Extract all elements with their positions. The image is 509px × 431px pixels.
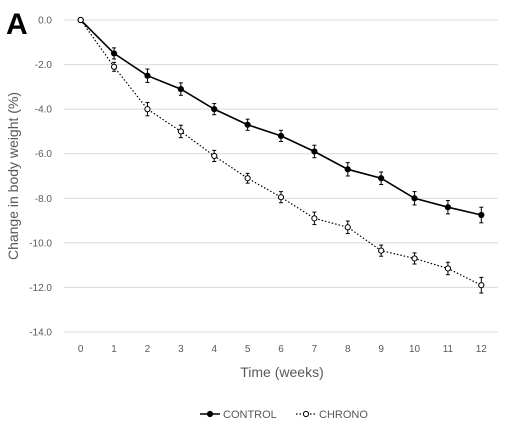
x-tick-label: 2 xyxy=(145,344,151,355)
data-point xyxy=(177,128,184,135)
data-point xyxy=(110,63,118,70)
x-tick-label: 1 xyxy=(111,344,117,355)
x-tick-label: 0 xyxy=(78,344,84,355)
data-point xyxy=(244,175,251,182)
legend-chrono-marker xyxy=(302,410,310,418)
legend-control-label: CONTROL xyxy=(223,409,277,421)
data-point xyxy=(110,50,118,57)
x-tick-label: 10 xyxy=(409,344,421,355)
data-point xyxy=(344,166,351,173)
data-point xyxy=(378,175,385,182)
y-tick-label: -4.0 xyxy=(35,105,53,116)
grid-lines xyxy=(64,19,498,333)
data-point xyxy=(444,204,452,211)
x-tick-labels: 0 1 2 3 4 5 6 7 8 9 10 11 12 xyxy=(78,344,487,355)
x-tick-label: 8 xyxy=(345,344,351,355)
y-tick-label: -10.0 xyxy=(29,238,52,249)
data-point xyxy=(444,265,452,272)
data-point xyxy=(277,132,285,139)
x-tick-label: 4 xyxy=(211,344,217,355)
series-chrono xyxy=(77,16,485,294)
data-point xyxy=(411,255,418,262)
x-tick-label: 3 xyxy=(178,344,184,355)
panel-label: A xyxy=(6,8,28,41)
x-tick-label: 7 xyxy=(312,344,318,355)
y-tick-label: -8.0 xyxy=(35,194,53,205)
data-point xyxy=(378,247,385,254)
data-point xyxy=(144,72,151,79)
y-axis-label: Change in body weight (%) xyxy=(5,92,21,260)
legend-item-chrono: CHRONO xyxy=(296,409,368,421)
data-point xyxy=(478,211,485,219)
data-point xyxy=(411,195,418,202)
data-point xyxy=(311,215,318,222)
y-tick-label: 0.0 xyxy=(38,16,52,27)
x-tick-label: 12 xyxy=(476,344,488,355)
x-tick-label: 9 xyxy=(378,344,384,355)
legend-chrono-label: CHRONO xyxy=(319,409,368,421)
x-tick-label: 11 xyxy=(443,344,454,355)
x-axis-label: Time (weeks) xyxy=(240,364,324,380)
y-tick-label: -2.0 xyxy=(35,60,53,71)
series xyxy=(77,16,485,294)
y-tick-label: -12.0 xyxy=(29,283,52,294)
data-point xyxy=(311,148,318,155)
series-line xyxy=(80,19,482,286)
y-tick-label: -6.0 xyxy=(35,149,53,160)
data-point xyxy=(244,121,251,128)
data-point xyxy=(277,194,285,201)
data-point xyxy=(211,152,218,160)
series-line xyxy=(80,19,482,216)
data-point xyxy=(478,282,485,289)
data-point xyxy=(344,224,351,231)
data-point xyxy=(77,16,84,24)
data-point xyxy=(211,106,218,113)
x-tick-label: 5 xyxy=(245,344,251,355)
legend-control-marker xyxy=(206,410,214,418)
x-tick-label: 6 xyxy=(278,344,284,355)
data-point xyxy=(144,106,151,113)
data-point xyxy=(177,85,184,93)
y-tick-label: -14.0 xyxy=(29,328,52,339)
legend-item-control: CONTROL xyxy=(200,409,277,421)
legend: CONTROL CHRONO xyxy=(200,409,368,421)
y-tick-labels: 0.0 -2.0 -4.0 -6.0 -8.0 -10.0 -12.0 -14.0 xyxy=(29,16,52,339)
